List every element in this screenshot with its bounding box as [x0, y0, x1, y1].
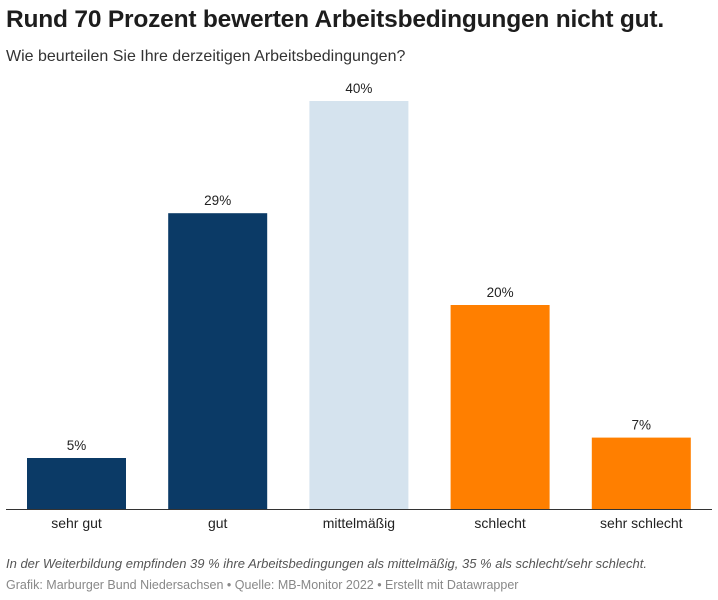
data-label: 7% — [632, 418, 652, 433]
data-label: 5% — [67, 438, 87, 453]
chart-subtitle: Wie beurteilen Sie Ihre derzeitigen Arbe… — [6, 48, 406, 65]
category-label: schlecht — [474, 515, 525, 531]
data-label: 20% — [487, 285, 514, 300]
bar — [591, 437, 691, 509]
category-label: sehr gut — [51, 515, 102, 531]
bar — [450, 305, 550, 509]
category-label: gut — [208, 515, 228, 531]
data-label: 40% — [345, 81, 372, 96]
bar — [309, 101, 409, 509]
footnote: In der Weiterbildung empfinden 39 % ihre… — [6, 556, 647, 571]
category-label: sehr schlecht — [600, 515, 683, 531]
data-label: 29% — [204, 193, 231, 208]
bar — [27, 458, 126, 509]
chart-title: Rund 70 Prozent bewerten Arbeitsbedingun… — [6, 6, 664, 33]
bar — [168, 213, 268, 509]
category-label: mittelmäßig — [323, 515, 395, 531]
source-line: Grafik: Marburger Bund Niedersachsen • Q… — [6, 578, 519, 592]
